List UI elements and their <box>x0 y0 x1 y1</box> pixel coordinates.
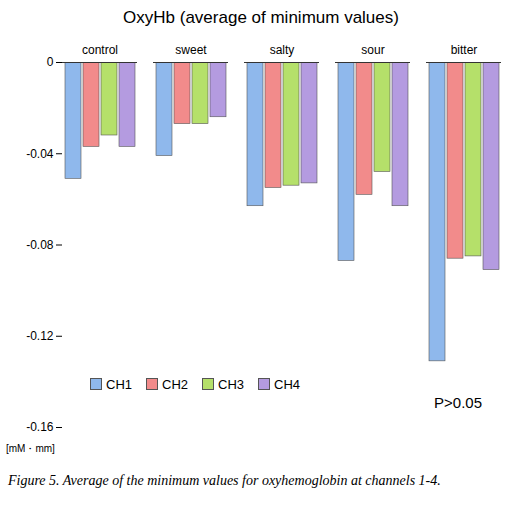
svg-text:-0.08: -0.08 <box>26 238 54 252</box>
svg-text:0: 0 <box>47 55 54 69</box>
html-text:CH2: CH2 <box>162 377 188 392</box>
svg-text:salty: salty <box>270 43 295 57</box>
svg-text:bitter: bitter <box>451 43 478 57</box>
html-text:CH1: CH1 <box>106 377 132 392</box>
html-text:CH3: CH3 <box>218 377 244 392</box>
svg-text:-0.12: -0.12 <box>26 329 54 343</box>
html-text:Figure 5. Average of the minim: Figure 5. Average of the minimum values … <box>8 473 441 488</box>
svg-text:-0.04: -0.04 <box>26 147 54 161</box>
html-text:[mM・mm]: [mM・mm] <box>6 443 55 454</box>
html-text:CH4: CH4 <box>274 377 301 392</box>
html-text:P>0.05: P>0.05 <box>434 394 482 411</box>
svg-text:sweet: sweet <box>175 43 207 57</box>
svg-text:-0.16: -0.16 <box>26 420 54 434</box>
html-text:OxyHb (average of minimum valu: OxyHb (average of minimum values) <box>123 8 399 27</box>
svg-text:control: control <box>82 43 118 57</box>
svg-text:sour: sour <box>361 43 384 57</box>
